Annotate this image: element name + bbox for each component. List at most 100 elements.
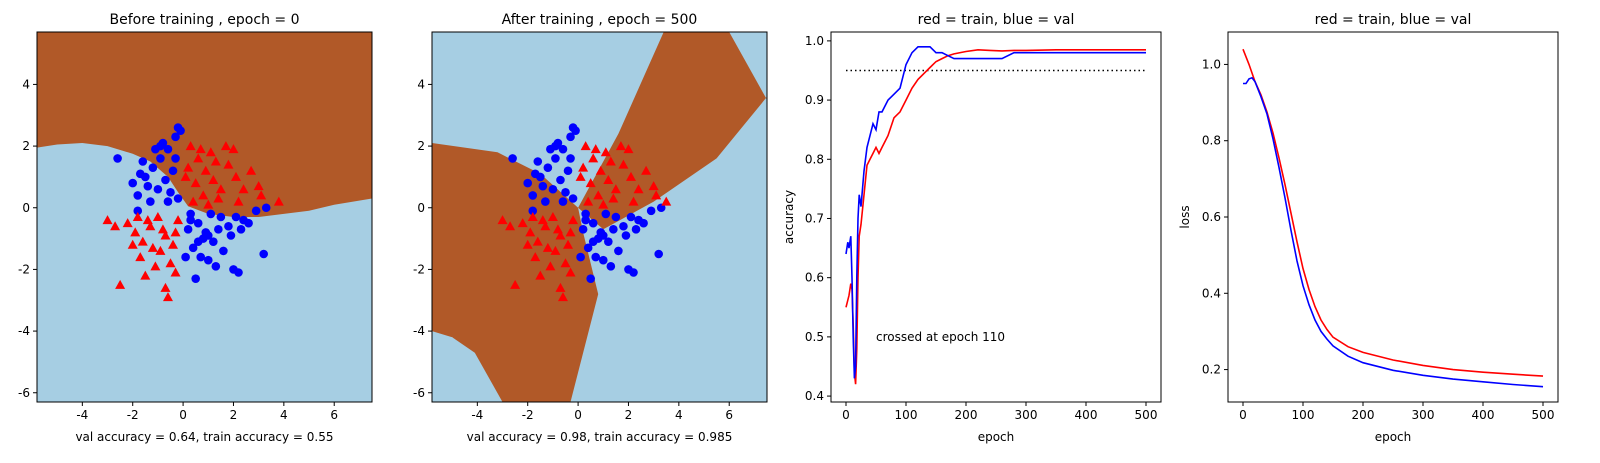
scatter-point-circle <box>543 163 553 172</box>
y-tick-label: -2 <box>413 262 425 276</box>
scatter-point-triangle <box>575 171 586 181</box>
x-tick-label: 300 <box>1015 408 1038 422</box>
panel-after-training: -4 -2 0 2 4 6 -6 -4 -2 0 2 4 After training , epoch… <box>413 12 768 444</box>
scatter-point-triangle <box>595 165 606 175</box>
scatter-point-circle <box>581 215 590 225</box>
scatter-point-triangle <box>600 147 611 157</box>
scatter-point-triangle <box>565 227 576 237</box>
scatter-point-circle <box>654 249 663 259</box>
scatter-point-circle <box>568 194 578 203</box>
scatter-point-circle <box>528 206 538 216</box>
scatter-point-circle <box>609 225 618 234</box>
series-line <box>1243 76 1544 388</box>
scatter-point-triangle <box>185 141 196 151</box>
x-tick-label: -4 <box>76 408 88 422</box>
scatter-point-triangle <box>140 270 151 280</box>
scatter-point-triangle <box>165 258 176 268</box>
scatter-point-circle <box>551 141 560 151</box>
scatter-point-circle <box>558 144 568 154</box>
scatter-point-circle <box>166 188 175 197</box>
x-tick-label: 2 <box>625 408 633 422</box>
scatter-point-circle <box>601 209 611 219</box>
scatter-point-circle <box>626 212 636 222</box>
scatter-point-circle <box>523 178 533 188</box>
scatter-point-circle <box>196 252 206 262</box>
scatter-point-triangle <box>625 171 636 181</box>
scatter-point-triangle <box>522 239 533 249</box>
scatter-point-triangle <box>552 224 563 234</box>
scatter-point-triangle <box>198 190 209 200</box>
scatter-point-circle <box>224 221 233 231</box>
scatter-point-circle <box>586 274 595 283</box>
y-tick-label: 0.2 <box>1202 363 1221 377</box>
scatter-point-triangle <box>230 171 241 181</box>
y-tick-label: 0.8 <box>1202 134 1221 148</box>
scatter-point-circle <box>226 231 236 240</box>
scatter-point-triangle <box>147 242 158 252</box>
x-tick-label: 300 <box>1412 408 1435 422</box>
scatter-point-triangle <box>223 159 234 169</box>
scatter-point-triangle <box>160 230 171 240</box>
scatter-point-circle <box>548 184 558 194</box>
scatter-point-triangle <box>188 196 199 206</box>
scatter-point-triangle <box>525 227 536 237</box>
scatter-point-circle <box>566 154 575 163</box>
scatter-point-triangle <box>517 218 528 228</box>
x-tick-label: 100 <box>895 408 918 422</box>
x-tick-label: 0 <box>842 408 850 422</box>
x-tick-label: 6 <box>330 408 338 422</box>
scatter-point-circle <box>533 157 543 166</box>
scatter-point-triangle <box>162 292 173 302</box>
x-tick-label: 0 <box>574 408 582 422</box>
scatter-point-triangle <box>142 215 153 225</box>
scatter-point-triangle <box>170 227 181 237</box>
scatter-point-triangle <box>537 215 548 225</box>
y-tick-label: 2 <box>417 139 425 153</box>
scatter-point-circle <box>556 175 565 185</box>
scatter-point-circle <box>173 123 183 132</box>
scatter-point-circle <box>206 209 216 219</box>
scatter-point-triangle <box>160 282 171 292</box>
scatter-point-triangle <box>585 178 596 188</box>
scatter-point-circle <box>214 225 223 234</box>
scatter-point-triangle <box>568 215 579 225</box>
scatter-point-circle <box>646 206 656 216</box>
scatter-point-triangle <box>542 242 553 252</box>
scatter-point-triangle <box>203 199 214 209</box>
scatter-point-triangle <box>555 282 566 292</box>
scatter-points <box>497 123 672 302</box>
x-axis-label: epoch <box>978 430 1015 444</box>
scatter-point-triangle <box>583 196 594 206</box>
scatter-point-triangle <box>135 252 146 262</box>
scatter-point-circle <box>186 209 195 219</box>
scatter-point-circle <box>156 154 165 163</box>
plot-frame <box>1227 31 1559 403</box>
scatter-point-triangle <box>195 144 206 154</box>
decision-regions <box>37 32 372 402</box>
scatter-point-circle <box>209 237 218 246</box>
scatter-point-triangle <box>233 196 244 206</box>
scatter-point-circle <box>251 206 261 216</box>
y-tick-label: -4 <box>413 324 425 338</box>
scatter-point-triangle <box>110 221 121 231</box>
scatter-point-circle <box>161 175 170 185</box>
scatter-point-circle <box>128 178 138 188</box>
scatter-point-triangle <box>220 141 231 151</box>
x-axis-label: val accuracy = 0.98, train accuracy = 0.… <box>467 430 733 444</box>
scatter-point-circle <box>538 181 548 191</box>
scatter-point-circle <box>614 246 623 256</box>
scatter-point-triangle <box>173 215 184 225</box>
scatter-point-circle <box>138 157 148 166</box>
scatter-point-circle <box>156 141 165 151</box>
series-line <box>845 46 1146 379</box>
region-class-blue <box>432 334 485 402</box>
scatter-point-circle <box>193 218 203 228</box>
scatter-point-triangle <box>615 141 626 151</box>
scatter-point-circle <box>566 132 575 142</box>
plot-frame <box>830 31 1162 403</box>
panel-loss: 0 100 200 300 400 500 0.2 0.4 0.6 0.8 1.0 red = tr… <box>1178 12 1559 444</box>
y-tick-label: 1.0 <box>805 34 824 48</box>
y-tick-label: 0.6 <box>1202 210 1221 224</box>
scatter-point-triangle <box>183 162 194 172</box>
